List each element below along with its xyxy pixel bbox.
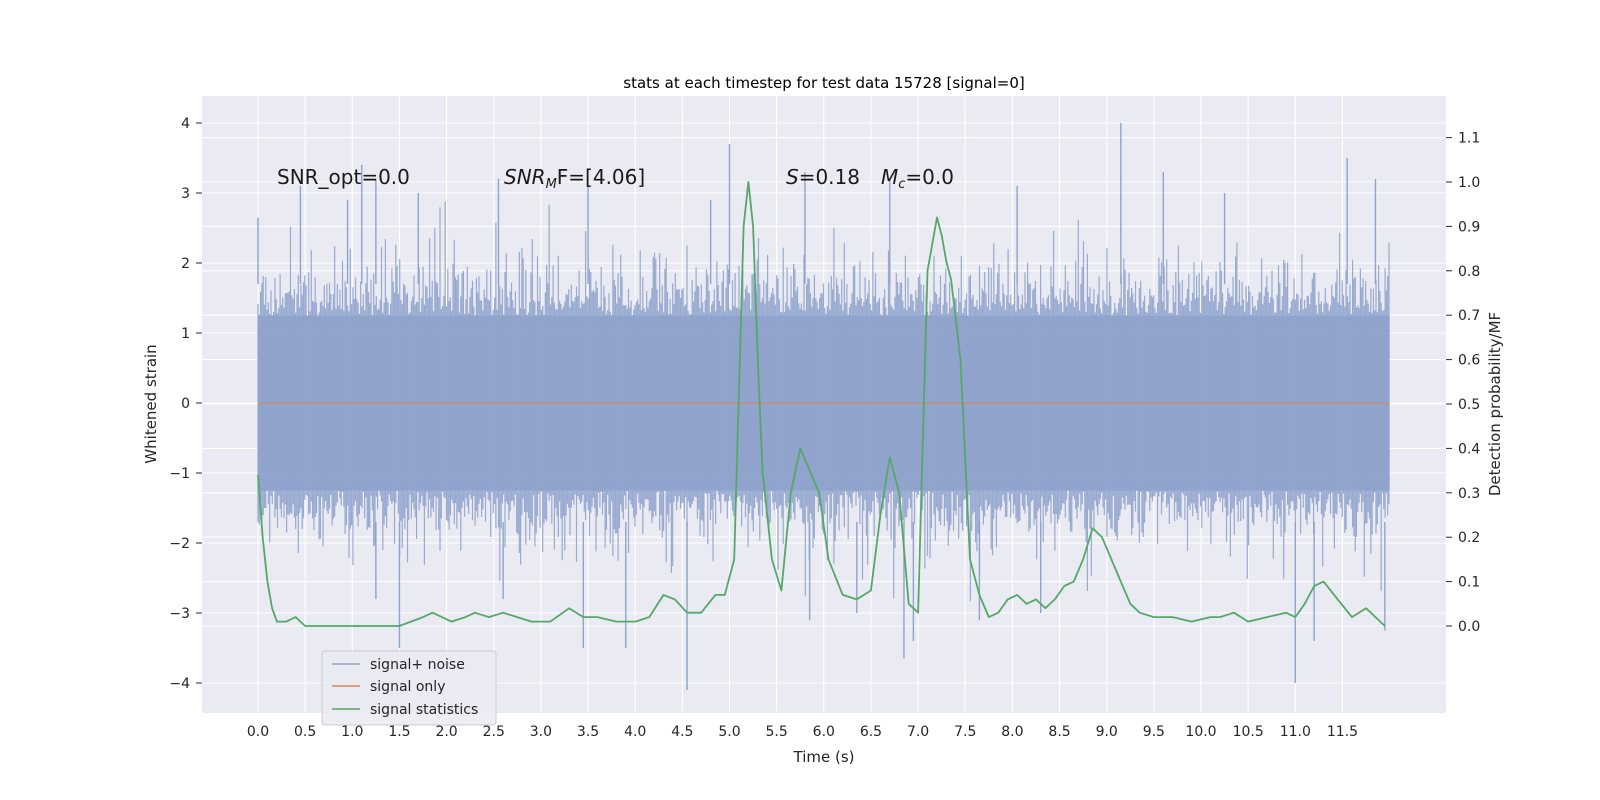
legend: signal+ noise signal only signal statist… [321,650,497,726]
annotation-mc: Mc=0.0 [881,165,954,192]
y-left-tick-label: 0 [181,396,190,412]
annotation-snr-mf-rest: F=[4.06] [557,165,645,189]
y-right-tick-label: 0.9 [1458,219,1480,235]
x-tick-label: 11.5 [1327,724,1358,740]
x-tick-label: 7.5 [954,724,976,740]
y-right-tick-label: 0.1 [1458,575,1480,591]
y-right-tick-label: 0.3 [1458,486,1480,502]
y-left-tick-labels: 4 3 2 1 0 −1 −2 −3 −4 [169,116,202,692]
y-right-tick-label: 0.5 [1458,397,1480,413]
chart-title: stats at each timestep for test data 157… [623,74,1024,92]
y-right-axis-label: Detection probability/MF [1486,312,1504,496]
y-left-tick-label: −3 [169,606,190,622]
y-left-tick-label: 3 [181,186,190,202]
x-tick-label: 0.0 [247,724,269,740]
y-right-tick-label: 0.8 [1458,264,1480,280]
legend-label-signal-statistics: signal statistics [370,702,478,718]
y-right-tick-label: 0.7 [1458,308,1480,324]
annotation-mc-symbol: M [881,165,898,189]
x-tick-label: 6.5 [860,724,882,740]
x-axis-label: Time (s) [793,748,855,766]
annotation-s: S=0.18 [786,165,860,189]
signal-statistics-line [257,181,1386,627]
x-tick-label: 6.0 [813,724,835,740]
annotation-snr-mf-sub: M [546,177,557,192]
x-tick-label: 5.5 [766,724,788,740]
x-tick-label: 2.0 [435,724,457,740]
x-tick-label: 5.0 [718,724,740,740]
y-right-tick-label: 1.1 [1458,131,1480,147]
y-left-tick-label: 2 [181,256,190,272]
annotation-snr-mf: SNRMF=[4.06] [504,165,645,192]
legend-box [321,650,497,726]
x-tick-label: 10.5 [1233,724,1264,740]
y-left-tick-label: −1 [169,466,190,482]
y-right-tick-label: 0.6 [1458,353,1480,369]
legend-label-signal-only: signal only [370,679,445,695]
x-tick-label: 3.5 [577,724,599,740]
y-left-tick-label: −4 [169,676,190,692]
annotation-mc-sub: c [898,177,905,192]
x-tick-label: 1.5 [388,724,410,740]
annotation-mc-value: =0.0 [905,165,954,189]
annotation-snr-opt: SNR_opt=0.0 [277,165,410,189]
x-tick-label: 4.0 [624,724,646,740]
y-left-axis-label: Whitened strain [142,344,160,463]
x-tick-label: 1.0 [341,724,363,740]
y-right-tick-label: 0.0 [1458,619,1480,635]
x-tick-label: 4.5 [671,724,693,740]
y-right-tick-label: 0.2 [1458,530,1480,546]
annotation-s-value: =0.18 [799,165,860,189]
x-tick-label: 8.5 [1048,724,1070,740]
y-left-tick-label: −2 [169,536,190,552]
x-tick-label: 8.0 [1001,724,1023,740]
annotation-s-symbol: S [786,165,799,189]
y-right-tick-label: 1.0 [1458,175,1480,191]
x-tick-label: 11.0 [1280,724,1311,740]
x-tick-label: 0.5 [294,724,316,740]
y-right-tick-labels: 1.1 1.0 0.9 0.8 0.7 0.6 0.5 0.4 0.3 0.2 0.1 0.0 [1446,131,1480,635]
y-left-tick-label: 1 [181,326,190,342]
x-tick-label: 3.0 [530,724,552,740]
x-tick-label: 10.0 [1185,724,1216,740]
x-tick-label: 2.5 [483,724,505,740]
x-tick-label: 9.0 [1096,724,1118,740]
noise-trace [257,201,1390,602]
series-signal-statistics [257,181,1386,627]
y-left-tick-label: 4 [181,116,190,132]
x-tick-labels: 0.0 0.5 1.0 1.5 2.0 2.5 3.0 3.5 4.0 4.5 5.0 5.5 6.0 6… [247,724,1358,740]
y-right-tick-label: 0.4 [1458,441,1480,457]
legend-label-signal-noise: signal+ noise [370,657,465,673]
x-tick-label: 9.5 [1143,724,1165,740]
annotation-snr-mf-base: SNR [504,165,546,189]
x-tick-label: 7.0 [907,724,929,740]
